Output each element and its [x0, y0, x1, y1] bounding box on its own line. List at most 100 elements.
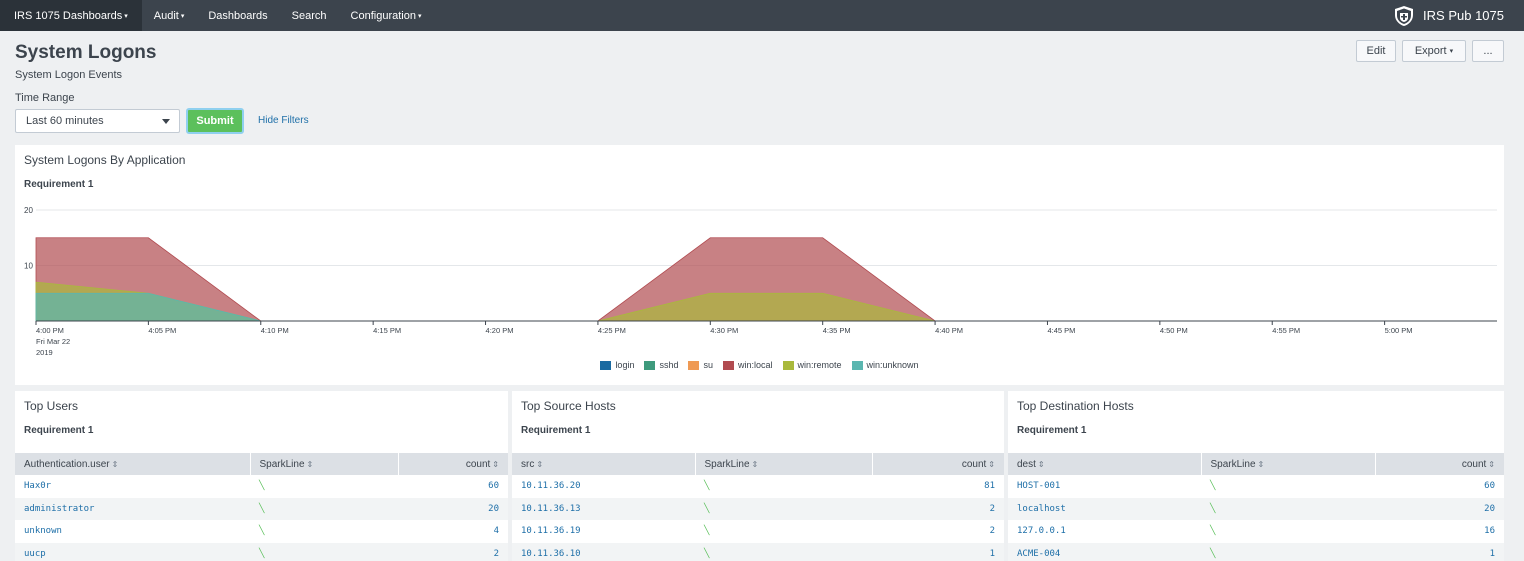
- legend-item-win-local[interactable]: win:local: [722, 360, 773, 370]
- column-header[interactable]: Authentication.user ⇕: [15, 453, 250, 475]
- legend-item-login[interactable]: login: [600, 360, 634, 370]
- cell-count[interactable]: 60: [488, 481, 499, 492]
- panel-subtitle: Requirement 1: [24, 179, 94, 190]
- y-tick-label: 10: [24, 262, 33, 271]
- panel-subtitle: Requirement 1: [24, 425, 94, 436]
- table-row[interactable]: ACME-004 ╲ 1: [1008, 542, 1504, 561]
- cell-key[interactable]: 10.11.36.19: [521, 526, 581, 537]
- legend-item-sshd[interactable]: sshd: [644, 360, 678, 370]
- cell-count[interactable]: 81: [984, 481, 995, 492]
- cell-key[interactable]: administrator: [15, 497, 250, 520]
- column-header[interactable]: src ⇕: [512, 453, 695, 475]
- sort-icon: ⇕: [492, 459, 499, 469]
- cell-key[interactable]: localhost: [1008, 497, 1201, 520]
- legend-label: login: [615, 360, 635, 370]
- submit-button[interactable]: Submit: [186, 108, 244, 134]
- nav-item-configuration[interactable]: Configuration ▾: [339, 0, 434, 31]
- sort-icon: ⇕: [988, 459, 995, 469]
- x-tick-date-label: 2019: [36, 348, 53, 357]
- brand-label: IRS Pub 1075: [1423, 8, 1504, 23]
- x-tick-label: 4:00 PM: [36, 326, 64, 335]
- sort-icon: ⇕: [306, 459, 314, 469]
- panel-title: Top Users: [24, 399, 79, 413]
- sort-icon: ⇕: [1037, 459, 1045, 469]
- cell-key[interactable]: 10.11.36.10: [512, 542, 695, 561]
- table-row[interactable]: uucp ╲ 2: [15, 542, 508, 561]
- cell-key[interactable]: uucp: [15, 542, 250, 561]
- sort-icon: ⇕: [751, 459, 759, 469]
- cell-count[interactable]: 20: [398, 497, 508, 520]
- nav-item-audit[interactable]: Audit ▾: [142, 0, 197, 31]
- legend-swatch: [688, 360, 700, 370]
- nav-item-search[interactable]: Search: [280, 0, 339, 31]
- cell-key[interactable]: 10.11.36.13: [512, 497, 695, 520]
- cell-key[interactable]: 10.11.36.20: [521, 481, 581, 492]
- export-label: Export: [1414, 45, 1447, 57]
- cell-count[interactable]: 16: [1484, 526, 1495, 537]
- cell-count[interactable]: 20: [1375, 497, 1504, 520]
- table-row[interactable]: 10.11.36.13 ╲ 2: [512, 497, 1004, 520]
- table-row[interactable]: unknown ╲ 4: [15, 520, 508, 543]
- cell-key[interactable]: unknown: [24, 526, 62, 537]
- nav-item-irs-dashboards[interactable]: IRS 1075 Dashboards ▾: [0, 0, 142, 31]
- time-range-label: Time Range: [15, 92, 75, 104]
- panel-title: Top Destination Hosts: [1017, 399, 1134, 413]
- panel-subtitle: Requirement 1: [521, 425, 591, 436]
- column-header[interactable]: dest ⇕: [1008, 453, 1201, 475]
- x-tick-label: 4:50 PM: [1160, 326, 1188, 335]
- sort-icon: ⇕: [536, 459, 544, 469]
- x-tick-label: 4:25 PM: [598, 326, 626, 335]
- top-nav: IRS 1075 Dashboards ▾ Audit ▾ Dashboards S…: [0, 0, 1524, 31]
- table-row[interactable]: HOST-001 ╲ 60: [1008, 475, 1504, 498]
- hide-filters-link[interactable]: Hide Filters: [258, 115, 309, 126]
- legend-item-win-unknown[interactable]: win:unknown: [851, 360, 919, 370]
- cell-count[interactable]: 2: [398, 542, 508, 561]
- more-actions-button[interactable]: ...: [1472, 40, 1504, 62]
- table-row[interactable]: 10.11.36.10 ╲ 1: [512, 542, 1004, 561]
- export-button[interactable]: Export ▾: [1402, 40, 1466, 62]
- cell-count[interactable]: 1: [1375, 542, 1504, 561]
- cell-key[interactable]: ACME-004: [1008, 542, 1201, 561]
- app-brand[interactable]: IRS Pub 1075: [1393, 0, 1504, 31]
- column-header[interactable]: SparkLine ⇕: [1200, 453, 1375, 475]
- column-header[interactable]: count ⇕: [1374, 453, 1504, 475]
- column-header[interactable]: SparkLine ⇕: [249, 453, 398, 475]
- nav-label: Audit: [153, 9, 179, 22]
- page-description: System Logon Events: [15, 69, 123, 81]
- cell-key[interactable]: 127.0.0.1: [1017, 526, 1066, 537]
- cell-count[interactable]: 60: [1484, 481, 1495, 492]
- cell-count[interactable]: 4: [493, 526, 499, 537]
- cell-count[interactable]: 1: [872, 542, 1004, 561]
- edit-button[interactable]: Edit: [1356, 40, 1396, 62]
- panel-title: System Logons By Application: [24, 153, 186, 167]
- x-tick-label: 4:15 PM: [373, 326, 401, 335]
- legend-item-win-remote[interactable]: win:remote: [782, 360, 842, 370]
- table-row[interactable]: 127.0.0.1 ╲ 16: [1008, 520, 1504, 543]
- sparkline: ╲: [1210, 481, 1216, 492]
- area-chart[interactable]: 10 20 4:00 PM 4:05 PM 4:10 PM 4:15 PM 4:20 PM 4…: [15, 145, 1504, 360]
- x-tick-label: 4:05 PM: [148, 326, 176, 335]
- table-row[interactable]: Hax0r ╲ 60: [15, 475, 508, 498]
- column-header[interactable]: count ⇕: [397, 453, 508, 475]
- column-header[interactable]: count ⇕: [871, 453, 1004, 475]
- table-row[interactable]: administrator ╲ 20: [15, 497, 508, 520]
- cell-count[interactable]: 2: [872, 497, 1004, 520]
- legend-item-su[interactable]: su: [688, 360, 713, 370]
- nav-label: Dashboards: [208, 9, 268, 22]
- legend-label: win:local: [737, 360, 773, 370]
- x-tick-label: 4:20 PM: [486, 326, 514, 335]
- x-tick-label: 4:10 PM: [261, 326, 289, 335]
- x-tick-label: 4:35 PM: [823, 326, 851, 335]
- nav-item-dashboards[interactable]: Dashboards: [196, 0, 279, 31]
- table-row[interactable]: 10.11.36.19 ╲ 2: [512, 520, 1004, 543]
- time-range-dropdown[interactable]: Last 60 minutes: [15, 109, 180, 133]
- cell-count[interactable]: 2: [989, 526, 995, 537]
- chart-legend: login sshd su win:local win:remote win:unknow…: [15, 360, 1504, 370]
- cell-key[interactable]: HOST-001: [1017, 481, 1061, 492]
- column-header[interactable]: SparkLine ⇕: [694, 453, 872, 475]
- table-row[interactable]: 10.11.36.20 ╲ 81: [512, 475, 1004, 498]
- table-row[interactable]: localhost ╲ 20: [1008, 497, 1504, 520]
- x-tick-label: 4:30 PM: [710, 326, 738, 335]
- top-source-hosts-panel: Top Source Hosts Requirement 1 src ⇕ Spar…: [512, 391, 1004, 561]
- cell-key[interactable]: Hax0r: [24, 481, 52, 492]
